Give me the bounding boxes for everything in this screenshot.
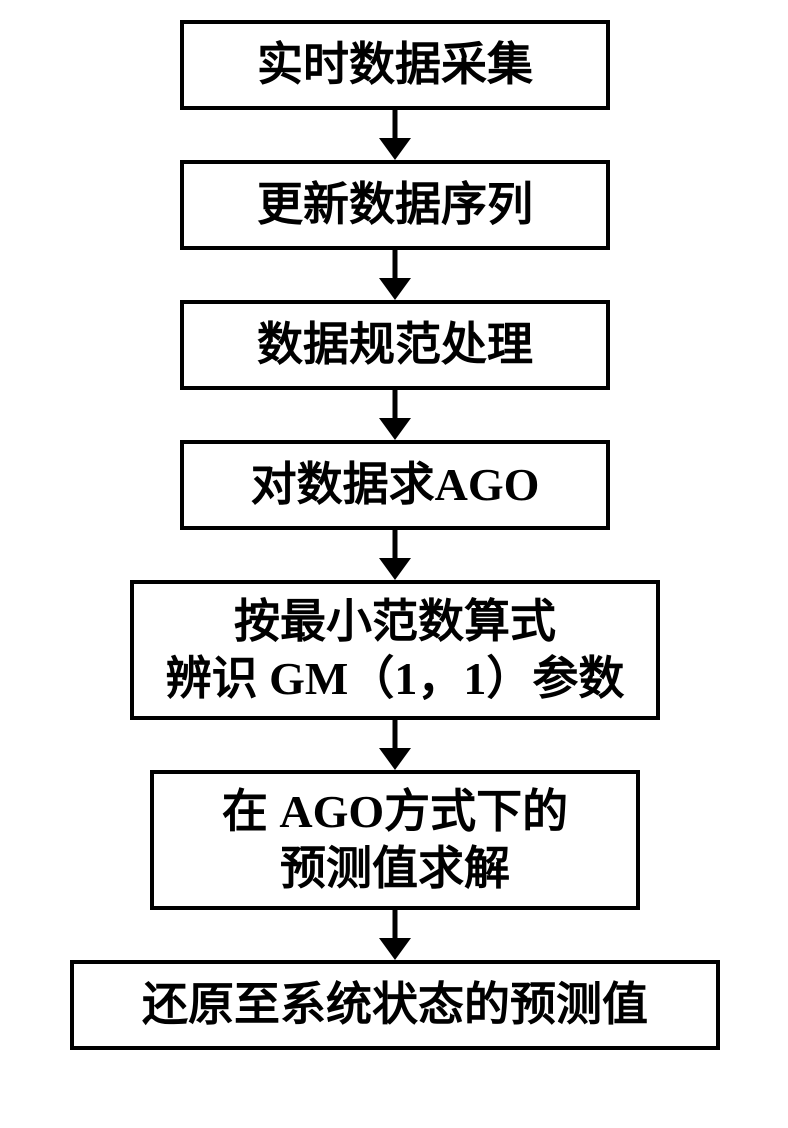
node-6: 在 AGO方式下的 预测值求解 <box>150 770 640 910</box>
node-4-label: 对数据求AGO <box>251 456 540 514</box>
node-6-label: 在 AGO方式下的 预测值求解 <box>222 783 568 898</box>
node-5: 按最小范数算式 辨识 GM（1，1）参数 <box>130 580 660 720</box>
node-3-label: 数据规范处理 <box>257 316 533 374</box>
node-1: 实时数据采集 <box>180 20 610 110</box>
node-1-label: 实时数据采集 <box>257 36 533 94</box>
flowchart-container: 实时数据采集 更新数据序列 数据规范处理 对数据求AGO 按最小范数算式 辨识 … <box>0 0 788 1128</box>
node-7: 还原至系统状态的预测值 <box>70 960 720 1050</box>
node-2-label: 更新数据序列 <box>257 176 533 234</box>
node-2: 更新数据序列 <box>180 160 610 250</box>
node-4: 对数据求AGO <box>180 440 610 530</box>
node-3: 数据规范处理 <box>180 300 610 390</box>
node-5-label: 按最小范数算式 辨识 GM（1，1）参数 <box>166 593 625 708</box>
node-7-label: 还原至系统状态的预测值 <box>142 976 648 1034</box>
